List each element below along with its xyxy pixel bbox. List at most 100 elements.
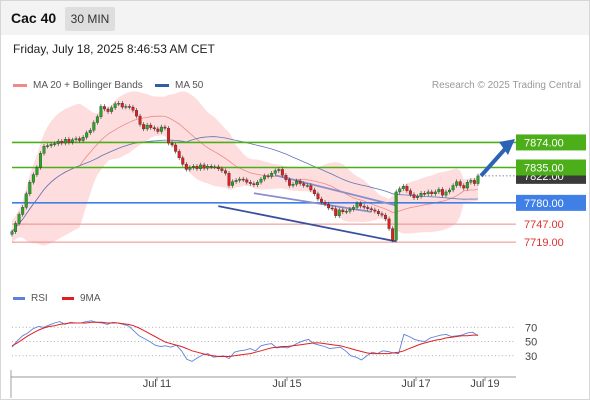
rsi-tick-50: 50	[525, 337, 537, 349]
candle	[14, 221, 18, 235]
candle-body	[266, 175, 270, 178]
candle	[451, 183, 455, 193]
candle-body	[181, 157, 185, 165]
symbol-title: Cac 40	[11, 10, 57, 26]
candle-body	[220, 168, 224, 171]
candle	[103, 104, 106, 112]
candle-body	[277, 169, 281, 171]
candle-body	[199, 164, 202, 169]
candle	[302, 181, 306, 188]
candle-body	[85, 132, 89, 138]
candle-body	[120, 103, 124, 108]
candle-body	[408, 190, 412, 195]
candle-body	[380, 213, 384, 216]
candle-body	[127, 106, 131, 108]
candle-body	[259, 178, 263, 183]
candle	[231, 179, 234, 188]
candle	[312, 187, 316, 197]
candle-body	[177, 151, 181, 159]
level-tag-7835.00: 7835.00	[524, 163, 564, 175]
candle-body	[334, 208, 338, 216]
candle	[24, 191, 28, 210]
candle-body	[256, 182, 259, 186]
candle	[28, 180, 32, 197]
candle-body	[195, 166, 199, 169]
candle-body	[92, 122, 96, 131]
candle	[191, 163, 195, 170]
candle-body	[394, 191, 398, 241]
projection-arrow-head	[499, 139, 515, 155]
candle	[408, 188, 412, 197]
candle	[209, 163, 213, 170]
x-tick-label: Jul 17	[401, 378, 430, 390]
candle	[71, 137, 74, 145]
candle-body	[167, 128, 170, 144]
candle	[348, 207, 352, 214]
candle	[241, 176, 245, 182]
candle-body	[348, 209, 352, 212]
candle	[99, 104, 103, 119]
candle-body	[391, 228, 395, 241]
level-tag-7874.00-bg	[516, 134, 586, 151]
candle	[398, 186, 402, 195]
candle-body	[63, 139, 67, 144]
x-tick-label: Jul 15	[272, 378, 301, 390]
candle-body	[455, 181, 459, 186]
candle-body	[227, 173, 231, 186]
candle	[120, 100, 124, 110]
candle	[174, 142, 178, 154]
candle	[184, 162, 188, 172]
candle	[288, 177, 291, 188]
timeframe-button[interactable]: 30 MIN	[65, 7, 115, 31]
candle	[181, 155, 185, 167]
legend-rsi: RSI	[13, 293, 48, 304]
candle-body	[330, 207, 334, 210]
candle-body	[138, 115, 142, 125]
candle-body	[398, 188, 402, 193]
trendline-upper-secondary	[275, 174, 397, 207]
legend-ma20-bollinger: MA 20 + Bollinger Bands	[13, 80, 143, 91]
candle	[433, 189, 437, 197]
candle	[142, 122, 146, 132]
candle	[387, 216, 391, 231]
level-tag-7874.00: 7874.00	[524, 137, 564, 149]
candle	[323, 199, 327, 207]
candle	[327, 201, 331, 211]
candle-body	[472, 180, 476, 184]
candle-body	[56, 140, 60, 144]
candle	[352, 205, 355, 212]
candle-body	[344, 211, 348, 213]
ma20-swatch	[13, 83, 27, 87]
candle	[135, 108, 138, 119]
candle	[213, 164, 217, 170]
candle-body	[238, 178, 242, 181]
candle	[49, 142, 53, 148]
candle	[298, 178, 302, 186]
level-tag-7780.00-bg	[516, 194, 586, 211]
candle	[46, 143, 50, 149]
candle-body	[273, 170, 277, 174]
candle	[259, 176, 263, 185]
candle	[455, 179, 459, 188]
candle-body	[206, 166, 210, 169]
candle	[78, 136, 82, 143]
candle	[131, 104, 135, 113]
candle	[124, 104, 128, 110]
candle-body	[298, 180, 302, 184]
candle	[85, 130, 89, 140]
candle-body	[103, 106, 106, 110]
candle	[437, 187, 441, 195]
candle	[330, 205, 334, 211]
candle-body	[241, 178, 245, 181]
candle	[423, 190, 427, 197]
candle	[35, 165, 39, 177]
candle-body	[60, 140, 64, 144]
candle-body	[21, 207, 25, 215]
candle-body	[426, 191, 430, 195]
candle-body	[42, 146, 46, 154]
candle-body	[405, 185, 409, 191]
candle	[42, 144, 46, 156]
candle	[92, 120, 96, 133]
candle	[252, 181, 256, 188]
candle-body	[39, 153, 42, 168]
